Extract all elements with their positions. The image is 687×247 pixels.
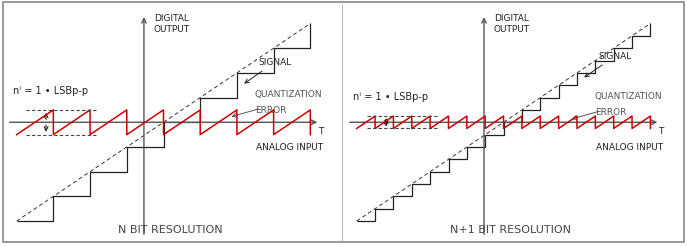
Text: DIGITAL
OUTPUT: DIGITAL OUTPUT <box>154 14 190 34</box>
Text: nⁱ = 1 • LSBp-p: nⁱ = 1 • LSBp-p <box>14 86 89 96</box>
Text: ANALOG INPUT: ANALOG INPUT <box>596 143 664 152</box>
Text: ANALOG INPUT: ANALOG INPUT <box>256 143 324 152</box>
Text: SIGNAL: SIGNAL <box>245 58 291 83</box>
Text: QUANTIZATION: QUANTIZATION <box>595 92 662 102</box>
Text: N+1 BIT RESOLUTION: N+1 BIT RESOLUTION <box>449 225 571 235</box>
Text: SIGNAL: SIGNAL <box>585 52 631 77</box>
Text: DIGITAL
OUTPUT: DIGITAL OUTPUT <box>494 14 530 34</box>
Text: T: T <box>318 127 324 136</box>
Text: N BIT RESOLUTION: N BIT RESOLUTION <box>117 225 223 235</box>
Text: ERROR: ERROR <box>255 106 286 115</box>
Text: ERROR: ERROR <box>595 108 627 118</box>
Text: nⁱ = 1 • LSBp-p: nⁱ = 1 • LSBp-p <box>354 92 429 102</box>
Text: T: T <box>658 127 664 136</box>
Text: QUANTIZATION: QUANTIZATION <box>255 90 322 99</box>
